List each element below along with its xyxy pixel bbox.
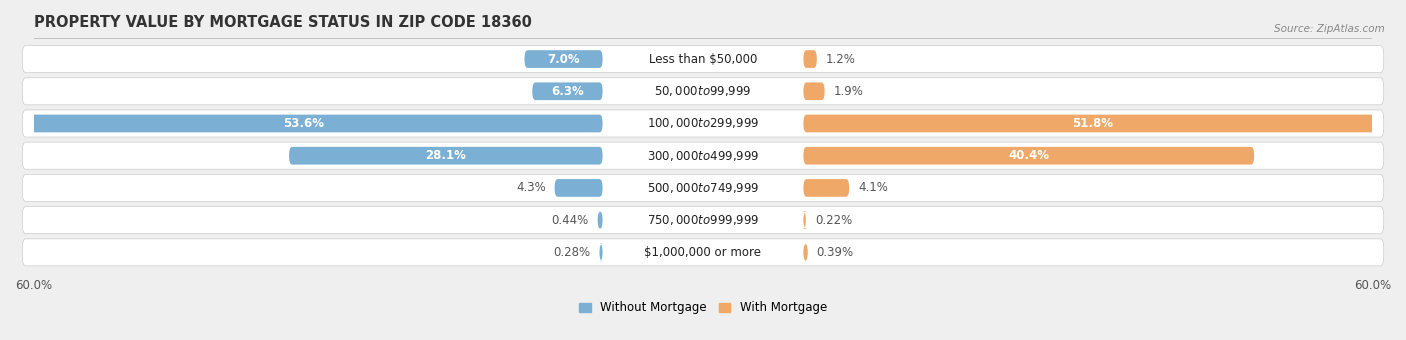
- Text: 40.4%: 40.4%: [1008, 149, 1049, 162]
- Text: 4.3%: 4.3%: [516, 182, 546, 194]
- Text: 1.2%: 1.2%: [825, 53, 856, 66]
- FancyBboxPatch shape: [803, 243, 808, 261]
- Legend: Without Mortgage, With Mortgage: Without Mortgage, With Mortgage: [574, 297, 832, 319]
- FancyBboxPatch shape: [599, 243, 603, 261]
- Text: $500,000 to $749,999: $500,000 to $749,999: [647, 181, 759, 195]
- Text: Less than $50,000: Less than $50,000: [648, 53, 758, 66]
- Text: 0.44%: 0.44%: [551, 214, 589, 227]
- FancyBboxPatch shape: [22, 142, 1384, 169]
- Text: $100,000 to $299,999: $100,000 to $299,999: [647, 117, 759, 131]
- FancyBboxPatch shape: [22, 46, 1384, 72]
- FancyBboxPatch shape: [803, 211, 807, 229]
- Text: $1,000,000 or more: $1,000,000 or more: [644, 246, 762, 259]
- FancyBboxPatch shape: [803, 82, 824, 100]
- Text: 4.1%: 4.1%: [858, 182, 889, 194]
- Text: $50,000 to $99,999: $50,000 to $99,999: [654, 84, 752, 98]
- FancyBboxPatch shape: [803, 147, 1254, 165]
- Text: 0.39%: 0.39%: [817, 246, 853, 259]
- FancyBboxPatch shape: [22, 110, 1384, 137]
- Text: 6.3%: 6.3%: [551, 85, 583, 98]
- Text: $300,000 to $499,999: $300,000 to $499,999: [647, 149, 759, 163]
- Text: 1.9%: 1.9%: [834, 85, 863, 98]
- FancyBboxPatch shape: [524, 50, 603, 68]
- FancyBboxPatch shape: [533, 82, 603, 100]
- FancyBboxPatch shape: [4, 115, 603, 132]
- FancyBboxPatch shape: [22, 174, 1384, 202]
- FancyBboxPatch shape: [803, 179, 849, 197]
- Text: 51.8%: 51.8%: [1071, 117, 1114, 130]
- FancyBboxPatch shape: [803, 50, 817, 68]
- Text: 53.6%: 53.6%: [283, 117, 323, 130]
- Text: 0.28%: 0.28%: [554, 246, 591, 259]
- Text: Source: ZipAtlas.com: Source: ZipAtlas.com: [1274, 24, 1385, 34]
- FancyBboxPatch shape: [22, 207, 1384, 234]
- FancyBboxPatch shape: [554, 179, 603, 197]
- Text: 7.0%: 7.0%: [547, 53, 579, 66]
- Text: $750,000 to $999,999: $750,000 to $999,999: [647, 213, 759, 227]
- FancyBboxPatch shape: [803, 115, 1381, 132]
- Text: PROPERTY VALUE BY MORTGAGE STATUS IN ZIP CODE 18360: PROPERTY VALUE BY MORTGAGE STATUS IN ZIP…: [34, 15, 531, 30]
- FancyBboxPatch shape: [22, 239, 1384, 266]
- Text: 0.22%: 0.22%: [815, 214, 852, 227]
- FancyBboxPatch shape: [22, 78, 1384, 105]
- FancyBboxPatch shape: [598, 211, 603, 229]
- Text: 28.1%: 28.1%: [426, 149, 467, 162]
- FancyBboxPatch shape: [290, 147, 603, 165]
